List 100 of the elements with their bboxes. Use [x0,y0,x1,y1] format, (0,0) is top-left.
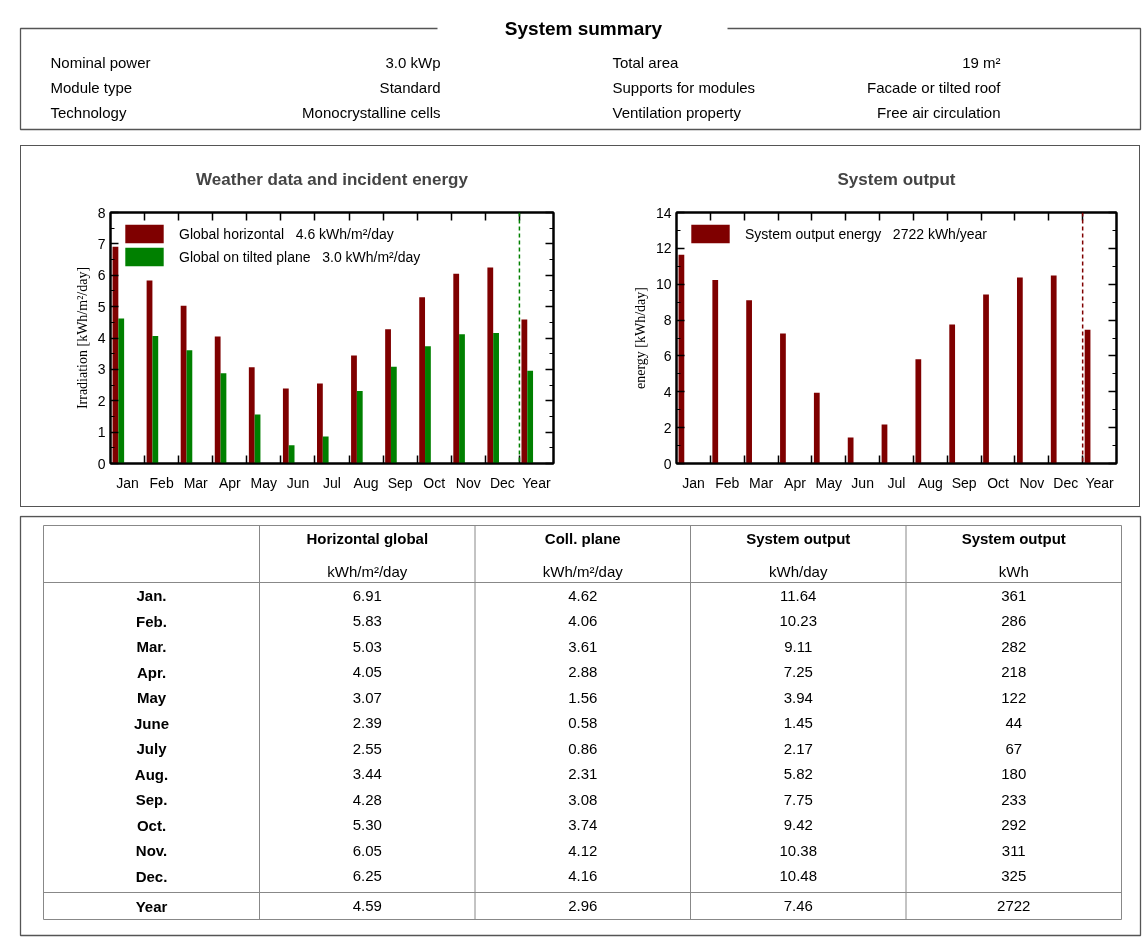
y-tick-label: 5 [97,298,106,315]
y-axis-title: Irradiation [kWh/m²/day] [74,266,90,410]
data-label: 6.91 [352,586,382,604]
bar [1050,275,1057,464]
data-label: 5.03 [352,637,382,655]
text: kWh [998,563,1029,580]
bar [186,350,193,464]
data-label: 2.17 [783,739,813,757]
data-label: 1.45 [783,714,813,731]
data-label: 2722 [997,897,1031,914]
data-label: 286 [1001,612,1027,629]
data-label: 4.62 [568,586,598,604]
y-tick-label: 0 [663,455,672,472]
x-tick-label: Nov [1019,474,1045,491]
data-label: 3.44 [352,765,382,782]
y-tick-label: 2 [663,419,672,436]
bar [356,391,363,464]
data-label: 5.83 [352,612,382,629]
x-tick-label: Oct [987,474,1010,491]
data-label: 5.30 [352,816,382,833]
data-label: 9.42 [783,816,813,833]
text: System summary [504,18,663,39]
y-tick-label: 0 [97,455,106,472]
chart-title: Weather data and incident energy [196,169,469,189]
bar [248,367,255,464]
x-tick-label: Apr [218,474,241,491]
bar [118,318,125,464]
bar [780,333,786,464]
text: Supports for modules [612,79,756,96]
x-tick-label: Jul [887,474,906,491]
bar [1016,277,1023,464]
x-tick-label: Year [522,474,551,491]
y-axis-title: energy [kWh/day] [632,287,648,389]
data-label: 3.74 [568,816,598,833]
bar [459,334,465,464]
y-tick-label: 6 [663,347,672,364]
data-label: 3.08 [568,790,598,808]
data-label: 7.75 [783,790,813,808]
x-tick-label: Sep [951,474,977,491]
x-tick-label: May [250,474,278,491]
x-tick-label: Oct [423,474,446,491]
bar [288,445,295,464]
data-label: 3.94 [783,688,813,706]
bar [322,436,329,464]
x-tick-label: Jun [851,474,874,491]
data-label: 0.86 [568,739,598,757]
bar [425,346,431,464]
data-label: 4.06 [568,612,598,629]
y-tick-label: 10 [655,276,672,293]
data-label: 2.88 [568,663,598,680]
data-label: 2.31 [568,765,598,782]
bar [746,300,752,464]
data-label: 3.07 [352,688,382,706]
text: Total area [612,54,680,71]
legend-label: Global horizontal 4.6 kWh/m²/day [179,224,394,244]
x-tick-label: May [815,474,843,491]
y-tick-label: 1 [97,424,106,441]
series-label: Horizontal global [306,530,429,547]
y-tick-label: 8 [97,204,106,221]
data-label: 67 [1005,739,1023,757]
bar [949,324,956,464]
category-label: June [134,714,170,732]
x-tick-label: Nov [455,474,481,491]
data-label: 3.61 [568,637,598,655]
bar [282,388,289,464]
x-tick-label: Jan [116,474,139,491]
bar [915,359,922,464]
text: System output [746,530,851,547]
category-label: Nov. [135,842,168,859]
text: kWh/m²/day [542,563,624,580]
data-label: 233 [1001,790,1027,808]
data-label: 282 [1001,637,1027,655]
bar [983,294,989,464]
x-tick-label: Dec [1053,474,1079,491]
legend-label: Global on tilted plane 3.0 kWh/m²/day [179,247,421,267]
data-label: 7.46 [783,897,813,914]
bar [214,336,221,464]
data-label: 11.64 [780,586,817,604]
data-label: 218 [1001,663,1027,680]
category-label: Mar. [136,638,167,655]
y-tick-label: 8 [663,312,672,329]
category-label: Apr. [136,663,167,681]
x-tick-label: Feb [149,474,174,491]
y-tick-label: 4 [663,383,672,400]
text: kWh/day [769,563,828,580]
data-label: 4.59 [352,897,382,914]
category-label: Oct. [136,816,167,834]
data-label: 10.38 [779,841,818,859]
bar [317,383,323,464]
bar [847,437,854,464]
x-tick-label: Mar [183,474,209,491]
y-tick-label: 12 [655,240,672,257]
data-label: 0.58 [568,714,598,731]
data-label: 4.28 [352,790,382,808]
category-label: Aug. [134,765,169,783]
data-label: 6.05 [352,841,382,859]
category-label: Dec. [135,867,168,885]
text: Module type [50,79,133,96]
data-label: 7.25 [783,663,813,680]
x-tick-label: Year [1085,474,1115,491]
